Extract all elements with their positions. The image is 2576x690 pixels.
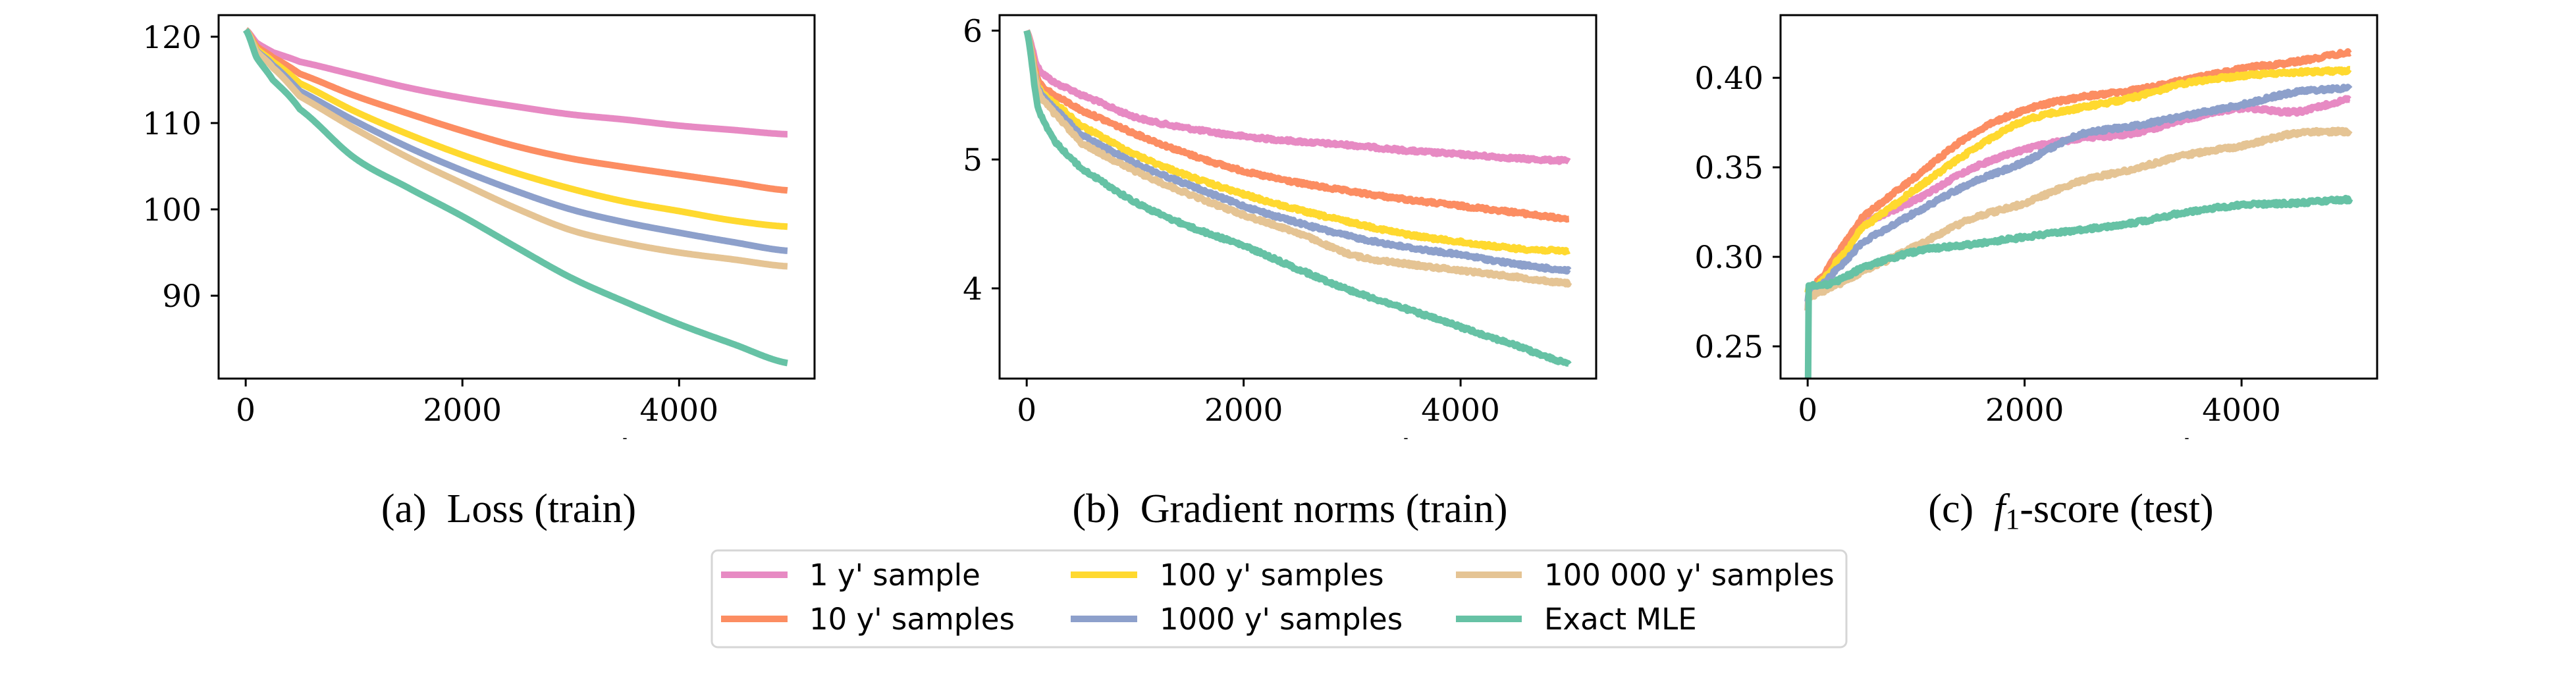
- legend: 1 y' sample 10 y' samples 100 y' samples…: [711, 549, 1848, 649]
- series-line-1000-y-samples: [243, 27, 790, 254]
- x-axis-label: -: [2184, 430, 2189, 446]
- y-tick-label: 0.35: [1694, 150, 1763, 186]
- legend-label-1-sample: 1 y' sample: [809, 558, 980, 593]
- y-tick-label: 5: [963, 142, 982, 178]
- plot-area: [1023, 29, 1572, 367]
- series-line-100-y-samples: [1804, 66, 2353, 294]
- legend-frame: [711, 549, 1848, 649]
- panel-loss-train: 90 100 110 120 0 2000 4000- (a) Loss (train): [142, 14, 816, 531]
- series-line-10-y-samples: [243, 27, 790, 194]
- series-line-1-y-sample: [1023, 29, 1572, 165]
- series-line-100-000-y-samples: [243, 28, 790, 270]
- y-tick-label: 4: [963, 271, 982, 307]
- panel-f1-score-test: 0.25 0.30 0.35 0.40 0 2000 4000- (c) f1-score (…: [1694, 14, 2378, 535]
- y-tick-label: 120: [142, 20, 201, 56]
- x-tick-label: 4000: [1421, 392, 1500, 429]
- legend-label-100-samples: 100 y' samples: [1160, 558, 1384, 593]
- panel-caption: (c) f1-score (test): [1928, 487, 2213, 535]
- x-tick-label: 2000: [1204, 392, 1283, 429]
- x-tick-label: 0: [1017, 392, 1036, 429]
- series-line-10-y-samples: [1804, 48, 2353, 294]
- series-line-1000-y-samples: [1804, 84, 2353, 302]
- series-line-100-y-samples: [1023, 30, 1572, 255]
- series-line-exact-mle: [1804, 194, 2353, 379]
- x-tick-label: 2000: [1985, 392, 2064, 429]
- axes-frame: [217, 14, 816, 380]
- y-tick-label: 0.25: [1694, 329, 1763, 365]
- series-line-exact-mle: [242, 28, 790, 367]
- x-tick-label: 4000: [640, 392, 719, 429]
- x-tick-label: 0: [236, 392, 255, 429]
- plot-area: [242, 27, 790, 367]
- x-tick-label: 4000: [2202, 392, 2281, 429]
- series-line-10-y-samples: [1023, 29, 1572, 223]
- caption-subscript: 1: [2005, 503, 2020, 535]
- axes-frame: [1779, 14, 2378, 380]
- legend-label-100000-samples: 100 000 y' samples: [1544, 558, 1835, 593]
- panel-caption: (a) Loss (train): [381, 487, 636, 531]
- series-line-1000-y-samples: [1023, 30, 1572, 275]
- plot-area: [1804, 48, 2353, 379]
- y-tick-label: 110: [142, 106, 201, 142]
- series-line-100-y-samples: [243, 27, 790, 230]
- panel-caption: (b) Gradient norms (train): [1072, 487, 1507, 531]
- series-line-100-000-y-samples: [1023, 30, 1572, 288]
- y-tick-label: 0.30: [1694, 240, 1763, 276]
- x-axis-label: -: [622, 430, 627, 446]
- panel-gradient-norms-train: 4 5 6 0 2000 4000- (b) Gradient norms (train): [963, 13, 1597, 531]
- x-tick-label: 2000: [423, 392, 502, 429]
- caption-text: Gradient norms (train): [1140, 487, 1508, 531]
- axes-frame: [998, 14, 1597, 380]
- series-line-1-y-sample: [243, 27, 790, 138]
- caption-label: (a): [381, 487, 447, 531]
- legend-label-10-samples: 10 y' samples: [809, 602, 1015, 637]
- y-tick-label: 6: [963, 13, 982, 49]
- y-tick-label: 90: [162, 279, 201, 315]
- series-line-100-000-y-samples: [1804, 126, 2353, 311]
- caption-text: Loss (train): [447, 487, 637, 531]
- caption-label: (c): [1928, 487, 1994, 531]
- y-tick-label: 0.40: [1694, 61, 1763, 97]
- legend-label-1000-samples: 1000 y' samples: [1160, 602, 1403, 637]
- caption-text: -score (test): [2020, 487, 2213, 531]
- y-tick-label: 100: [142, 192, 201, 228]
- x-axis-label: -: [1403, 430, 1408, 446]
- series-line-exact-mle: [1023, 30, 1572, 367]
- caption-label: (b): [1072, 487, 1140, 531]
- x-tick-label: 0: [1798, 392, 1817, 429]
- legend-label-exact-mle: Exact MLE: [1544, 602, 1697, 637]
